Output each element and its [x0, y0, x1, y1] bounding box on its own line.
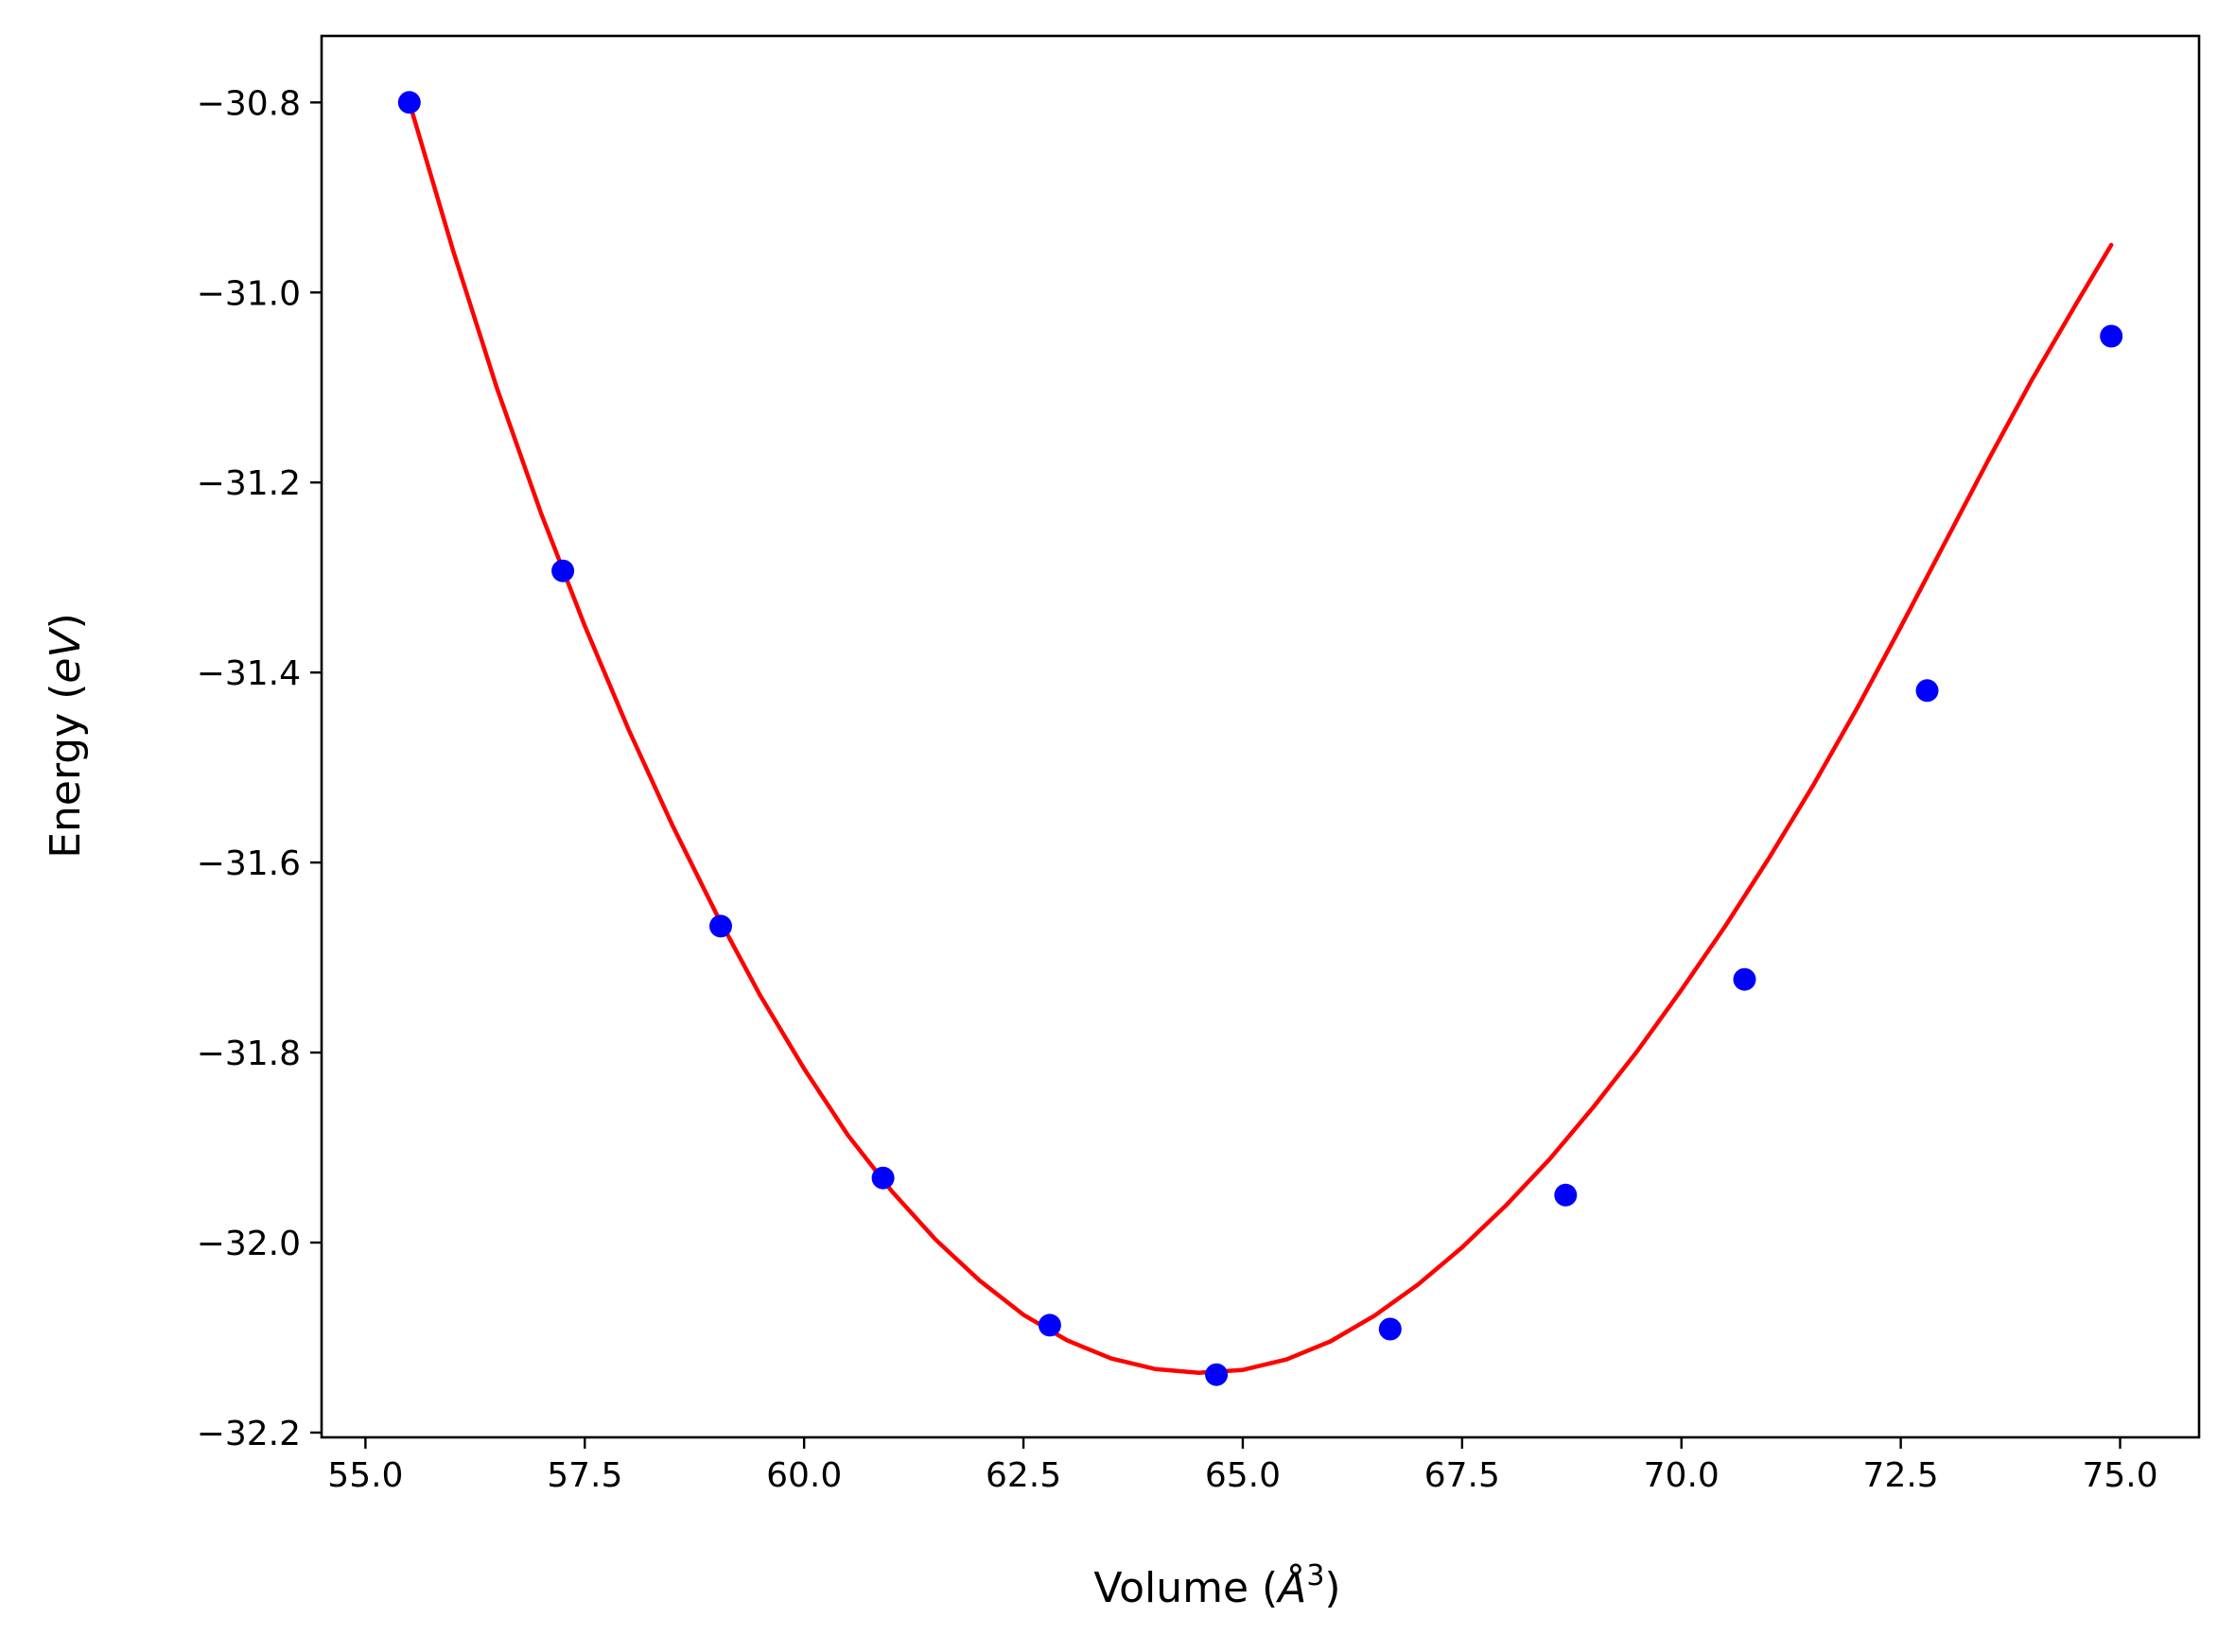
x-tick-label: 75.0 — [2082, 1456, 2157, 1495]
x-axis-label-suffix: ) — [1324, 1564, 1340, 1612]
data-point — [551, 559, 575, 583]
y-tick-label: −31.6 — [197, 844, 301, 883]
x-tick-label: 65.0 — [1205, 1456, 1281, 1495]
y-tick-label: −31.0 — [197, 274, 301, 313]
y-tick-label: −30.8 — [197, 84, 301, 123]
data-point — [2100, 324, 2123, 348]
y-axis-label-suffix: ) — [42, 613, 90, 629]
x-axis-label-power: 3 — [1306, 1559, 1324, 1592]
y-tick-label: −32.2 — [197, 1415, 301, 1453]
x-tick-label: 57.5 — [547, 1456, 622, 1495]
y-tick-label: −31.2 — [197, 464, 301, 503]
x-tick-label: 70.0 — [1644, 1456, 1720, 1495]
y-tick-label: −32.0 — [197, 1225, 301, 1263]
data-point — [1733, 967, 1756, 991]
x-tick-label: 67.5 — [1424, 1456, 1500, 1495]
x-axis-label-unit: Å — [1275, 1562, 1306, 1612]
y-axis: −30.8 −31.0 −31.2 −31.4 −31.6 −31.8 −32.0 −32.2 — [197, 84, 322, 1453]
plot-layer — [397, 91, 2123, 1386]
data-point — [1205, 1363, 1229, 1386]
data-point — [1378, 1317, 1402, 1341]
data-point — [1038, 1313, 1061, 1337]
y-tick-label: −31.4 — [197, 654, 301, 693]
x-axis-label-prefix: Volume ( — [1093, 1564, 1278, 1612]
x-tick-label: 62.5 — [986, 1456, 1061, 1495]
x-axis-label: Volume (Å3) — [1093, 1559, 1340, 1612]
data-point — [871, 1166, 895, 1190]
y-axis-label-unit: eV — [42, 627, 90, 684]
data-point — [397, 91, 421, 114]
fit-curve-line — [407, 100, 2114, 1375]
data-point — [1554, 1183, 1578, 1207]
x-tick-label: 60.0 — [766, 1456, 842, 1495]
x-tick-label: 72.5 — [1863, 1456, 1939, 1495]
x-tick-label: 55.0 — [327, 1456, 403, 1495]
x-axis: 55.0 57.5 60.0 62.5 65.0 67.5 70.0 72.5 75.0 — [327, 1437, 2158, 1495]
y-axis-label-prefix: Energy ( — [42, 684, 90, 859]
data-point — [1915, 679, 1939, 703]
data-point — [709, 914, 732, 938]
axes-frame — [320, 34, 2201, 1439]
y-axis-label: Energy (eV) — [42, 613, 90, 859]
y-tick-label: −31.8 — [197, 1035, 301, 1073]
